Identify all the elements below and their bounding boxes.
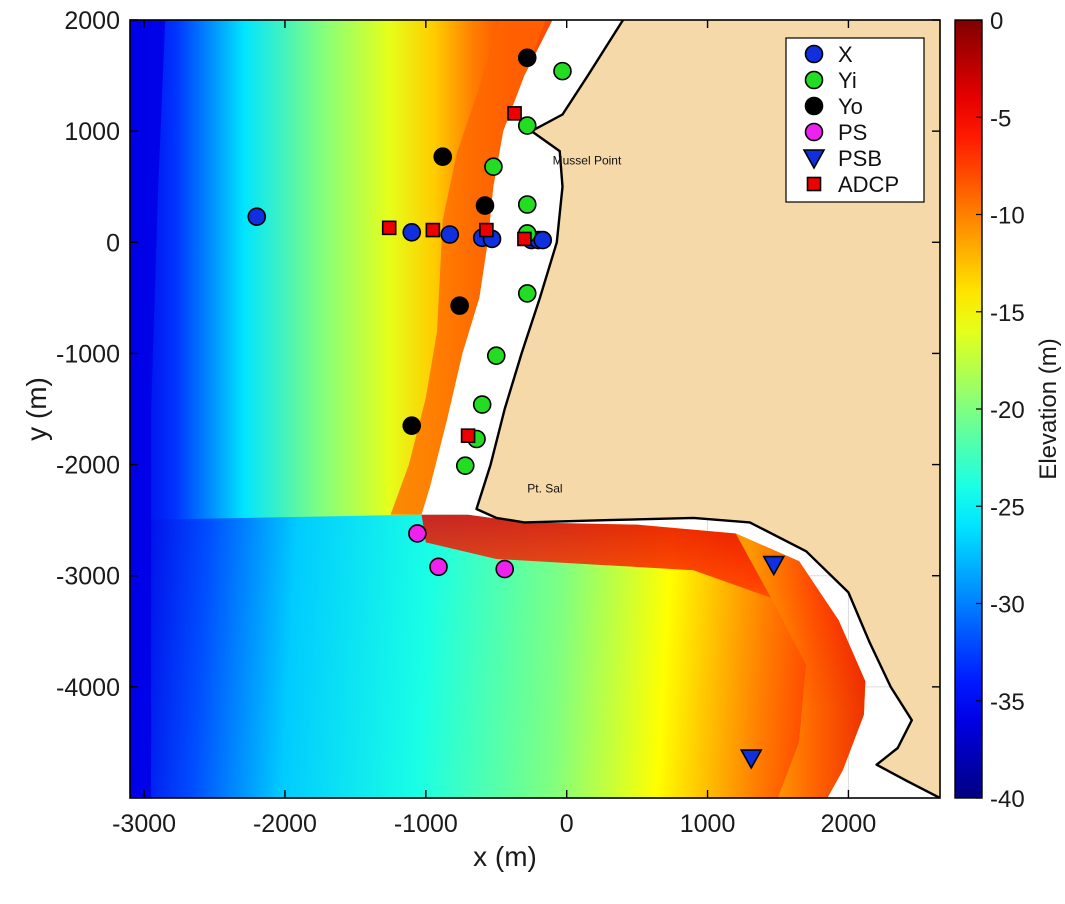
- y-tick-label: 0: [106, 229, 120, 257]
- series-ps: [408, 524, 515, 579]
- bathymetry-south: [130, 514, 866, 798]
- nearshore-band-east: [735, 533, 866, 798]
- marker-yo: [450, 296, 469, 315]
- colorbar-tick-label: -25: [990, 494, 1025, 521]
- legend-label-yo: Yo: [838, 94, 863, 119]
- colorbar-tick-label: -30: [990, 592, 1025, 619]
- x-tick-label: 1000: [680, 810, 736, 838]
- marker-yi: [517, 284, 537, 303]
- colorbar-tick-label: -5: [990, 105, 1011, 132]
- axes-frame: [129, 19, 941, 799]
- colorbar-tick-label: -35: [990, 689, 1025, 716]
- series-psb: [739, 555, 786, 770]
- marker-yi: [517, 116, 537, 135]
- x-tick-label: 2000: [821, 810, 877, 838]
- marker-ps: [495, 559, 515, 579]
- annotation-1: Pt. Sal: [527, 481, 562, 495]
- marker-psb: [762, 555, 786, 577]
- colorbar-label: Elevation (m): [1035, 338, 1062, 479]
- marker-x: [402, 222, 422, 242]
- marker-yi: [472, 395, 492, 414]
- marker-adcp: [425, 222, 441, 238]
- land-area: [476, 20, 940, 798]
- x-tick-label: -3000: [112, 810, 176, 838]
- surf-zone: [421, 20, 623, 523]
- marker-yo: [475, 196, 495, 215]
- y-tick-label: 2000: [64, 7, 120, 35]
- marker-adcp: [507, 106, 522, 121]
- marker-yo: [402, 416, 422, 435]
- marker-yi: [486, 346, 506, 365]
- nearshore-band-north: [390, 20, 546, 515]
- legend-label-yi: Yi: [838, 68, 857, 93]
- marker-yo: [433, 147, 453, 167]
- marker-adcp: [479, 222, 494, 238]
- x-tick-label: -2000: [253, 810, 317, 838]
- y-tick-label: 1000: [64, 118, 120, 146]
- legend-label-psb: PSB: [838, 146, 882, 171]
- marker-x: [247, 207, 267, 227]
- x-tick-label: -1000: [394, 810, 458, 838]
- y-axis-label: y (m): [21, 377, 52, 441]
- marker-ps: [429, 557, 448, 577]
- y-tick-label: -1000: [56, 340, 120, 368]
- legend-label-x: X: [838, 42, 853, 67]
- colorbar-tick-label: -10: [990, 203, 1025, 230]
- marker-yo: [517, 48, 537, 68]
- legend-box: [785, 37, 925, 203]
- marker-adcp: [460, 428, 476, 443]
- marker-yi: [517, 195, 537, 214]
- marker-x: [533, 230, 553, 250]
- marker-ps: [408, 524, 427, 543]
- legend-marker-psb: [802, 149, 826, 170]
- legend-marker-yo: [804, 96, 824, 116]
- deep-strip: [130, 20, 166, 798]
- legend-label-adcp: ADCP: [838, 172, 899, 197]
- marker-psb: [739, 749, 763, 770]
- marker-yi: [484, 157, 503, 177]
- colorbar-tick-label: 0: [990, 8, 1003, 35]
- legend-marker-yi: [804, 70, 824, 90]
- y-tick-label: -2000: [56, 452, 120, 480]
- colorbar-tick-label: -20: [990, 397, 1025, 424]
- series-yo: [402, 48, 537, 435]
- marker-yi: [553, 61, 572, 81]
- coastline: [475, 20, 940, 798]
- series-adcp: [381, 106, 532, 443]
- x-axis-label: x (m): [473, 841, 537, 872]
- legend-marker-ps: [804, 122, 824, 142]
- marker-adcp: [517, 231, 532, 247]
- marker-x: [440, 225, 460, 244]
- marker-adcp: [381, 220, 397, 236]
- y-tick-label: -4000: [56, 674, 120, 702]
- legend-label-ps: PS: [838, 120, 867, 145]
- colorbar-tick-label: -40: [990, 786, 1025, 813]
- nearshore-band-south: [421, 514, 866, 798]
- marker-yi: [455, 456, 475, 475]
- y-tick-label: -3000: [56, 563, 120, 591]
- colorbar-tick-label: -15: [990, 300, 1025, 327]
- x-tick-label: 0: [560, 810, 574, 838]
- legend-marker-x: [804, 44, 824, 64]
- annotation-0: Mussel Point: [553, 153, 622, 167]
- legend-marker-adcp: [806, 176, 822, 192]
